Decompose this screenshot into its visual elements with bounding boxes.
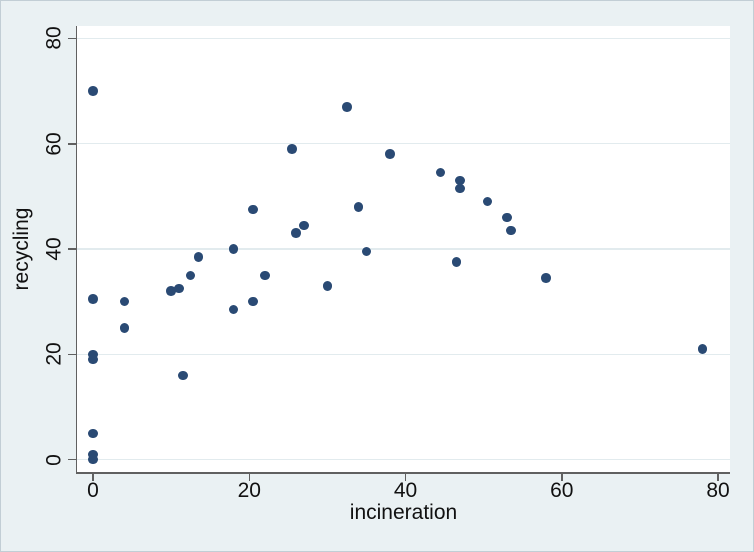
data-point	[193, 252, 204, 262]
data-point	[697, 344, 708, 354]
y-tick-label-0: 0	[42, 453, 66, 466]
y-tick-80	[68, 37, 76, 40]
x-axis-line	[75, 472, 730, 474]
data-point	[88, 294, 98, 304]
data-point	[455, 175, 465, 186]
gridline-y-0	[77, 458, 730, 461]
x-tick-40	[404, 473, 407, 482]
data-point	[502, 212, 512, 223]
data-point	[185, 270, 196, 281]
data-point	[455, 183, 465, 194]
data-point	[260, 270, 270, 281]
data-point	[342, 102, 352, 112]
x-tick-label-60: 60	[550, 479, 574, 502]
data-point	[174, 283, 184, 294]
y-tick-20	[68, 353, 76, 356]
gridline-y-80	[77, 37, 730, 40]
x-axis-title: incineration	[349, 501, 458, 524]
x-tick-label-80: 80	[706, 479, 730, 502]
gridline-y-40	[77, 248, 730, 250]
x-tick-label-0: 0	[87, 479, 99, 502]
x-tick-label-20: 20	[237, 479, 261, 502]
data-point	[291, 228, 301, 238]
y-tick-label-20: 20	[42, 342, 66, 366]
y-tick-0	[68, 458, 76, 461]
y-tick-label-60: 60	[42, 132, 66, 156]
data-point	[248, 296, 258, 307]
x-tick-20	[248, 473, 250, 482]
x-tick-0	[92, 473, 94, 482]
data-point	[506, 225, 516, 236]
y-axis-title: recycling	[10, 207, 33, 291]
data-point	[88, 449, 98, 460]
data-point	[287, 144, 297, 154]
y-tick-60	[68, 143, 76, 145]
data-point	[482, 196, 493, 207]
data-point	[248, 204, 258, 215]
data-point	[435, 167, 446, 178]
data-point	[166, 286, 176, 296]
data-point	[228, 304, 239, 315]
data-point	[88, 454, 98, 465]
y-tick-label-40: 40	[42, 237, 66, 261]
data-point	[88, 86, 98, 96]
data-point	[385, 149, 395, 159]
data-point	[361, 246, 372, 257]
x-tick-label-40: 40	[393, 479, 418, 502]
y-tick-40	[68, 248, 76, 250]
x-tick-80	[717, 473, 719, 482]
data-point	[451, 257, 462, 267]
x-tick-60	[561, 473, 563, 482]
data-point	[299, 220, 309, 231]
gridline-y-60	[77, 143, 730, 145]
data-point	[228, 244, 239, 254]
data-point	[88, 428, 98, 439]
y-tick-label-80: 80	[42, 26, 66, 51]
data-point	[178, 370, 188, 381]
gridline-y-20	[77, 353, 730, 355]
data-point	[88, 354, 98, 365]
data-point	[119, 296, 129, 307]
data-point	[119, 323, 129, 333]
data-point	[353, 202, 364, 212]
data-point	[322, 281, 333, 291]
data-point	[541, 273, 551, 283]
y-axis-line	[75, 26, 78, 474]
data-point	[88, 349, 98, 360]
